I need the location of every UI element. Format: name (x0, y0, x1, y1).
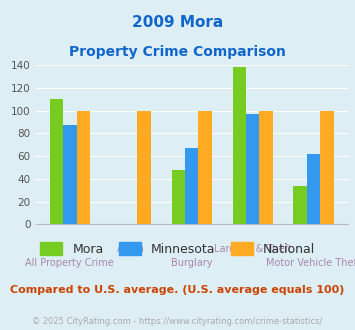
Bar (185, 148, 198, 224)
Text: Compared to U.S. average. (U.S. average equals 100): Compared to U.S. average. (U.S. average … (10, 285, 345, 295)
Text: © 2025 CityRating.com - https://www.cityrating.com/crime-statistics/: © 2025 CityRating.com - https://www.city… (32, 317, 323, 326)
Bar (137, 111, 151, 224)
Text: Burglary: Burglary (171, 258, 212, 268)
Bar (294, 186, 307, 224)
Bar (246, 114, 260, 224)
Bar (198, 111, 212, 224)
Bar (307, 154, 320, 224)
Bar (77, 111, 90, 224)
Bar (233, 67, 246, 224)
Bar (320, 111, 334, 224)
Bar (260, 111, 273, 224)
Text: Arson: Arson (117, 244, 145, 254)
Text: Larceny & Theft: Larceny & Theft (214, 244, 291, 254)
Bar (50, 99, 63, 224)
Text: 2009 Mora: 2009 Mora (132, 15, 223, 30)
Legend: Mora, Minnesota, National: Mora, Minnesota, National (40, 242, 315, 256)
Text: Motor Vehicle Theft: Motor Vehicle Theft (266, 258, 355, 268)
Text: All Property Crime: All Property Crime (26, 258, 114, 268)
Bar (63, 125, 77, 224)
Text: Property Crime Comparison: Property Crime Comparison (69, 45, 286, 58)
Bar (171, 170, 185, 224)
